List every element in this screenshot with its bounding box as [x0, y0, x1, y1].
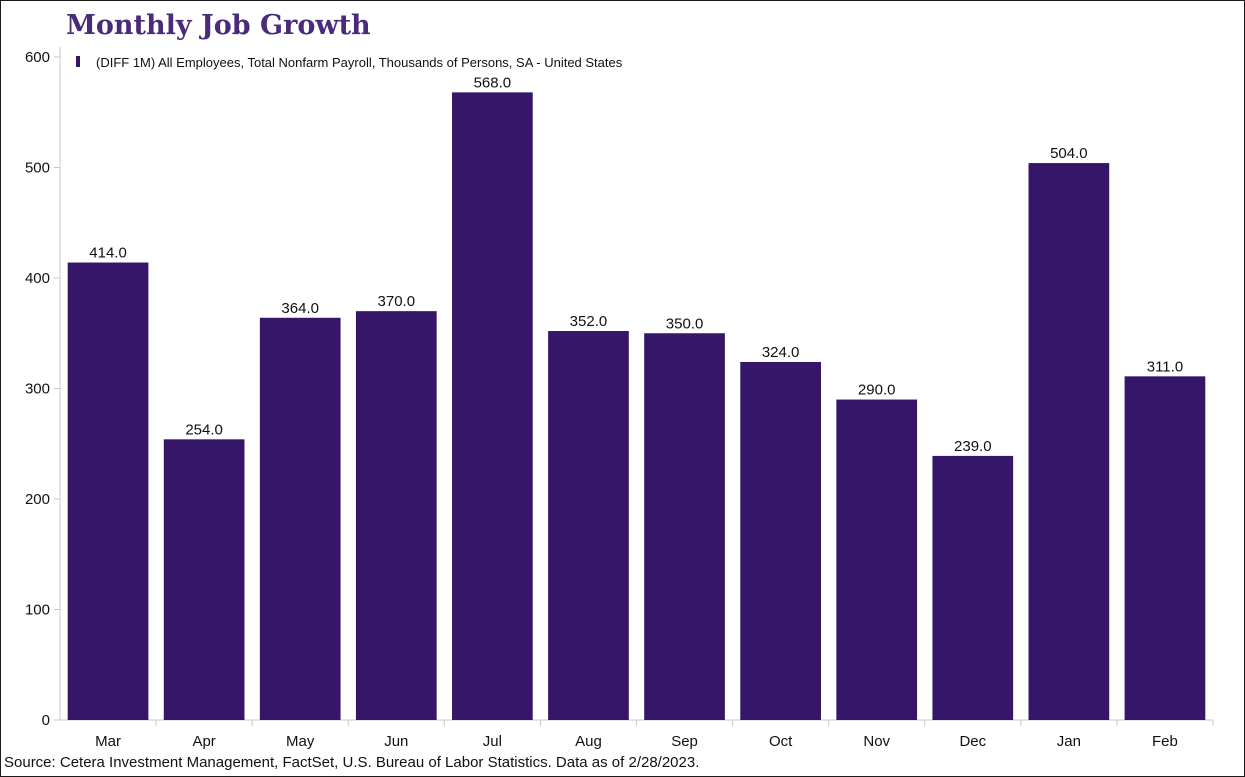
- y-tick-label: 0: [42, 712, 50, 729]
- x-tick-label: Feb: [1152, 733, 1178, 750]
- source-note: Source: Cetera Investment Management, Fa…: [4, 754, 700, 771]
- x-tick-label: Oct: [769, 733, 793, 750]
- bar-mar: [67, 262, 149, 720]
- data-label: 324.0: [762, 344, 800, 361]
- x-tick-label: Jul: [483, 733, 502, 750]
- y-tick-label: 400: [25, 270, 50, 287]
- y-tick-label: 600: [25, 49, 50, 66]
- x-tick-label: Nov: [863, 733, 890, 750]
- x-tick-label: Dec: [959, 733, 986, 750]
- bar-series: 414.0 254.0 364.0 370.0 568.0 352.0 350.0 324.0…: [67, 74, 1206, 721]
- y-tick-label: 300: [25, 381, 50, 398]
- bar-dec: [932, 455, 1014, 720]
- bar-aug: [548, 331, 629, 720]
- x-tick-label: Jan: [1057, 733, 1081, 750]
- chart-title: Monthly Job Growth: [66, 10, 371, 41]
- bar-sep: [644, 333, 725, 720]
- y-tick-label: 200: [25, 491, 50, 508]
- data-label: 350.0: [666, 315, 704, 332]
- data-label: 290.0: [858, 382, 896, 399]
- x-tick-label: Jun: [384, 733, 408, 750]
- bar-jul: [452, 92, 533, 721]
- data-label: 239.0: [954, 438, 992, 455]
- y-tick-label: 100: [25, 602, 50, 619]
- data-label: 568.0: [474, 74, 512, 91]
- bar-oct: [740, 361, 821, 720]
- bar-jan: [1028, 163, 1110, 720]
- bar-may: [259, 317, 341, 720]
- data-label: 504.0: [1050, 145, 1088, 162]
- x-tick-label: Aug: [575, 733, 602, 750]
- bar-feb: [1124, 376, 1206, 720]
- data-label: 364.0: [281, 300, 319, 317]
- x-tick-label: May: [286, 733, 315, 750]
- legend-swatch: [76, 56, 80, 67]
- bar-nov: [836, 399, 918, 720]
- bar-apr: [163, 439, 245, 720]
- data-label: 311.0: [1147, 358, 1183, 375]
- x-tick-label: Apr: [192, 733, 215, 750]
- data-label: 414.0: [89, 245, 127, 262]
- legend: (DIFF 1M) All Employees, Total Nonfarm P…: [76, 55, 623, 70]
- bar-jun: [355, 311, 437, 720]
- data-label: 352.0: [570, 313, 608, 330]
- y-tick-label: 500: [25, 160, 50, 177]
- x-tick-label: Mar: [95, 733, 121, 750]
- data-label: 254.0: [185, 421, 223, 438]
- legend-label: (DIFF 1M) All Employees, Total Nonfarm P…: [96, 55, 623, 70]
- x-axis: Mar Apr May Jun Jul Aug Sep Oct Nov Dec Jan Feb: [60, 719, 1214, 750]
- x-tick-label: Sep: [671, 733, 698, 750]
- data-label: 370.0: [378, 293, 416, 310]
- y-axis: 0 100 200 300 400 500 600: [25, 47, 61, 729]
